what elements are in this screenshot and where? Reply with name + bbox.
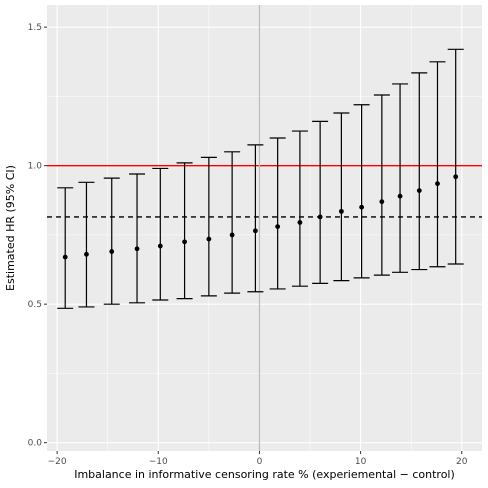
error-bar <box>447 48 464 265</box>
y-tick-label: 1.5 <box>28 23 42 33</box>
point-estimate <box>435 181 440 187</box>
point-estimate <box>338 208 344 214</box>
point-estimate <box>359 204 365 210</box>
x-axis-title: Imbalance in informative censoring rate … <box>74 468 455 481</box>
point-estimate <box>62 254 68 260</box>
error-bar <box>57 187 74 309</box>
error-bars <box>57 48 464 309</box>
x-axis-ticks: −20 −10 0 10 20 <box>48 451 468 467</box>
point-estimate <box>252 228 258 234</box>
error-bar <box>392 83 409 273</box>
error-bar <box>429 61 446 268</box>
point-estimate <box>134 246 140 252</box>
point-estimate <box>275 224 281 230</box>
reference-lines <box>47 5 482 451</box>
x-tick-label: −10 <box>149 457 168 467</box>
point-estimates <box>62 174 459 260</box>
point-estimate <box>379 199 385 205</box>
y-tick-label: 0.5 <box>28 300 42 310</box>
y-axis-ticks: 0.0 0.5 1.0 1.5 <box>28 23 47 449</box>
panel-background <box>47 5 482 451</box>
error-bar <box>291 130 308 287</box>
point-estimate <box>297 220 303 225</box>
point-estimate <box>84 251 89 257</box>
y-axis-title: Estimated HR (95% CI) <box>4 165 17 291</box>
error-bar <box>269 137 286 290</box>
error-bar <box>312 120 329 285</box>
point-estimate <box>182 239 187 245</box>
y-tick-label: 0.0 <box>28 439 43 449</box>
error-bar <box>333 112 350 282</box>
x-tick-label: 0 <box>257 457 263 467</box>
point-estimate <box>397 193 403 199</box>
error-bar <box>411 72 428 271</box>
point-estimate <box>109 249 115 254</box>
point-estimate <box>416 188 422 194</box>
error-bar <box>176 162 193 300</box>
error-bar <box>152 167 169 301</box>
error-bar <box>353 104 370 279</box>
error-bar <box>373 94 390 276</box>
x-tick-label: 10 <box>355 457 367 467</box>
error-bar <box>78 181 95 308</box>
point-estimate <box>317 214 323 220</box>
error-bar <box>224 151 241 294</box>
point-estimate <box>157 243 163 249</box>
x-tick-label: 20 <box>456 457 468 467</box>
error-bar <box>247 144 264 293</box>
error-bar <box>200 156 217 297</box>
error-bar <box>129 173 146 304</box>
point-estimate <box>453 174 459 180</box>
x-tick-label: −20 <box>48 457 67 467</box>
y-tick-label: 1.0 <box>28 162 43 172</box>
point-estimate <box>206 236 212 242</box>
error-bar <box>103 177 120 305</box>
point-estimate <box>229 232 235 238</box>
